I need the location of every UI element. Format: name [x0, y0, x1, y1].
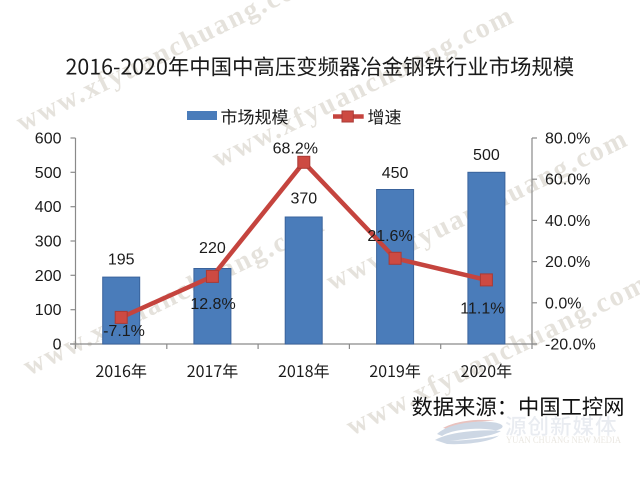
svg-text:195: 195 [108, 252, 135, 269]
svg-text:40.0%: 40.0% [545, 213, 590, 230]
svg-text:450: 450 [382, 165, 409, 182]
svg-text:60.0%: 60.0% [545, 172, 590, 189]
svg-text:20.0%: 20.0% [545, 254, 590, 271]
svg-text:YUAN CHUANG NEW MEDIA: YUAN CHUANG NEW MEDIA [506, 436, 621, 446]
svg-text:600: 600 [35, 131, 62, 148]
svg-text:0: 0 [53, 337, 62, 354]
svg-text:220: 220 [199, 240, 226, 257]
svg-text:11.1%: 11.1% [460, 301, 504, 318]
svg-text:80.0%: 80.0% [545, 131, 590, 148]
svg-text:0.0%: 0.0% [545, 295, 581, 312]
svg-text:500: 500 [473, 147, 500, 164]
svg-text:-7.1%: -7.1% [103, 323, 145, 340]
svg-text:400: 400 [35, 199, 62, 216]
svg-text:68.2%: 68.2% [273, 141, 318, 158]
svg-text:500: 500 [35, 165, 62, 182]
svg-text:21.6%: 21.6% [367, 228, 412, 245]
svg-text:100: 100 [35, 302, 62, 319]
svg-text:370: 370 [290, 191, 317, 208]
svg-text:-20.0%: -20.0% [545, 337, 596, 354]
svg-text:300: 300 [35, 234, 62, 251]
svg-text:12.8%: 12.8% [190, 296, 235, 313]
svg-text:200: 200 [35, 268, 62, 285]
